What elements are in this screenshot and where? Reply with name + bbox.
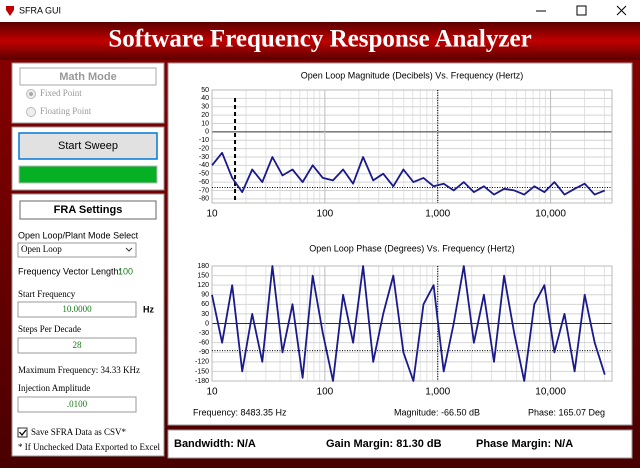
- steps-input[interactable]: [17, 337, 137, 354]
- y-tick-label: -180: [195, 378, 209, 385]
- y-tick-label: 50: [201, 87, 209, 94]
- y-tick-label: -40: [199, 162, 209, 169]
- data-line: [211, 151, 606, 196]
- y-tick-label: -60: [199, 179, 209, 186]
- x-tick-label: 1,000: [425, 387, 450, 398]
- injection-label: Injection Amplitude: [18, 383, 90, 393]
- injection-input[interactable]: [17, 396, 137, 413]
- y-tick-label: -30: [199, 154, 209, 161]
- gain-margin: Gain Margin: 81.30 dB: [326, 438, 442, 450]
- x-tick-label: 10: [206, 209, 218, 220]
- x-tick-label: 100: [317, 387, 334, 398]
- y-tick-label: -80: [199, 196, 209, 203]
- x-tick-label: 100: [317, 209, 334, 220]
- y-tick-label: 40: [201, 95, 209, 102]
- math-mode-header: [19, 67, 157, 86]
- dropdown-arrow: [125, 247, 133, 252]
- y-tick-label: 180: [197, 263, 209, 270]
- mode-label: Open Loop/Plant Mode Select: [18, 230, 139, 240]
- y-tick-label: 0: [205, 129, 209, 136]
- y-tick-label: -20: [199, 145, 209, 152]
- vector-value: 100: [118, 266, 133, 276]
- plot-frame: [211, 265, 613, 382]
- app-icon: [6, 6, 14, 16]
- y-tick-label: 120: [197, 282, 209, 289]
- y-tick-label: 10: [201, 120, 209, 127]
- y-tick-label: -10: [199, 137, 209, 144]
- readout-frequency: Frequency: 8483.35 Hz: [193, 407, 287, 417]
- x-tick-label: 1,000: [425, 209, 450, 220]
- start-sweep-button[interactable]: [18, 132, 158, 160]
- window-title: SFRA GUI: [19, 5, 61, 15]
- settings-title: FRA Settings: [54, 204, 123, 216]
- y-tick-label: 60: [201, 301, 209, 308]
- y-tick-label: 20: [201, 112, 209, 119]
- injection-value: .0100: [67, 399, 88, 409]
- x-tick-label: 10,000: [535, 209, 566, 220]
- chart-title: Open Loop Phase (Degrees) Vs. Frequency …: [309, 243, 515, 253]
- readout-phase: Phase: 165.07 Deg: [528, 407, 605, 417]
- close[interactable]: [616, 5, 627, 16]
- plot-frame: [211, 89, 613, 204]
- check-mark: [19, 429, 27, 437]
- save-csv-label: Save SFRA Data as CSV*: [31, 427, 127, 437]
- mode-select[interactable]: [17, 242, 137, 258]
- y-tick-label: -90: [199, 349, 209, 356]
- maximize[interactable]: [576, 5, 587, 16]
- radio-fixed-dot: [29, 92, 33, 96]
- phase-margin: Phase Margin: N/A: [476, 438, 573, 450]
- max-freq: Maximum Frequency: 34.33 KHz: [18, 365, 140, 375]
- radio-floating[interactable]: [26, 107, 36, 117]
- start-freq-input[interactable]: [17, 301, 137, 318]
- steps-label: Steps Per Decade: [18, 324, 81, 334]
- y-tick-label: -60: [199, 340, 209, 347]
- start-freq-label: Start Frequency: [18, 289, 76, 299]
- y-tick-label: -120: [195, 359, 209, 366]
- y-tick-label: -30: [199, 330, 209, 337]
- steps-value: 28: [73, 340, 83, 350]
- vector-label: Frequency Vector Length:: [18, 266, 121, 276]
- y-tick-label: -70: [199, 187, 209, 194]
- banner-title: Software Frequency Response Analyzer: [108, 26, 531, 53]
- settings-header: [19, 200, 157, 220]
- x-tick-label: 10: [206, 387, 218, 398]
- charts: Open Loop Magnitude (Decibels) Vs. Frequ…: [195, 70, 613, 398]
- math-mode-title: Math Mode: [59, 71, 116, 83]
- csv-note: * If Unchecked Data Exported to Excel: [18, 442, 160, 452]
- y-tick-label: 150: [197, 272, 209, 279]
- bandwidth: Bandwidth: N/A: [174, 438, 256, 450]
- status-bar: [167, 429, 633, 459]
- data-line: [211, 265, 606, 382]
- x-tick-label: 10,000: [535, 387, 566, 398]
- progress-bar: [18, 165, 158, 184]
- banner: [0, 22, 640, 60]
- option-floating: Floating Point: [40, 106, 92, 116]
- start-freq-value: 10.0000: [62, 304, 92, 314]
- mode-value: Open Loop: [21, 244, 62, 254]
- y-tick-label: 0: [205, 320, 209, 327]
- title-bar: [0, 0, 640, 22]
- y-tick-label: -150: [195, 368, 209, 375]
- readout-magnitude: Magnitude: -66.50 dB: [394, 407, 480, 417]
- y-tick-label: 90: [201, 292, 209, 299]
- start-sweep-label: Start Sweep: [58, 140, 118, 152]
- y-tick-label: 30: [201, 311, 209, 318]
- csv-checkbox[interactable]: [17, 427, 28, 438]
- y-tick-label: -50: [199, 171, 209, 178]
- y-tick-label: 30: [201, 104, 209, 111]
- start-freq-unit: Hz: [143, 304, 154, 314]
- chart-title: Open Loop Magnitude (Decibels) Vs. Frequ…: [301, 70, 524, 80]
- option-fixed: Fixed Point: [40, 88, 82, 98]
